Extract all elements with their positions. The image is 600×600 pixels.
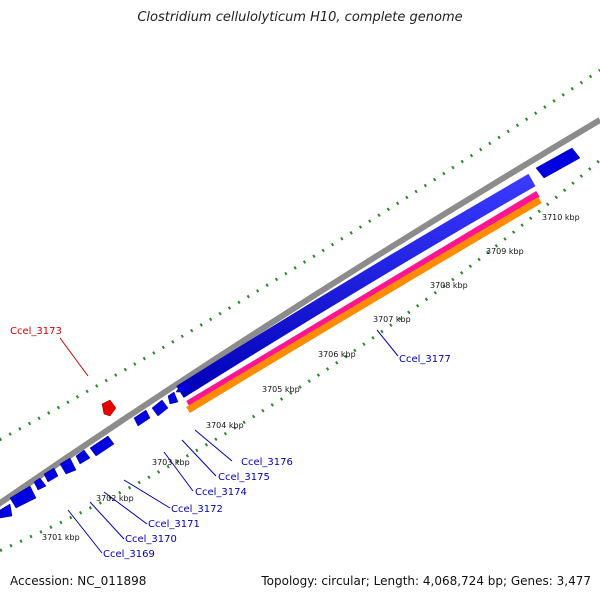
map-title: Clostridium cellulolyticum H10, complete… xyxy=(137,10,463,25)
leader-line-3174 xyxy=(163,451,194,492)
gene-arrow xyxy=(59,457,77,475)
gene-label-ccel-3170: Ccel_3170 xyxy=(125,534,177,545)
gene-arrow xyxy=(0,503,13,519)
leader-line-3173 xyxy=(59,337,89,377)
kbp-label-3708: 3708 kbp xyxy=(430,281,468,290)
kbp-label-3706: 3706 kbp xyxy=(318,350,356,359)
gene-track-forward xyxy=(176,173,536,398)
leader-line-3172 xyxy=(123,479,171,509)
leader-line-3171 xyxy=(103,491,148,525)
gene-label-ccel-3176: Ccel_3176 xyxy=(241,457,293,468)
gene-label-ccel-3169: Ccel_3169 xyxy=(103,549,155,560)
gene-label-ccel-3172: Ccel_3172 xyxy=(171,504,223,515)
kbp-label-3703: 3703 kbp xyxy=(152,458,190,467)
kbp-label-3709: 3709 kbp xyxy=(486,247,524,256)
kbp-label-3710: 3710 kbp xyxy=(542,213,580,222)
scale-labels: 3701 kbp 3702 kbp 3703 kbp 3704 kbp 3705… xyxy=(42,213,580,542)
kbp-label-3705: 3705 kbp xyxy=(262,385,300,394)
kbp-label-3702: 3702 kbp xyxy=(96,494,134,503)
gene-arrow xyxy=(535,147,581,179)
inner-tick-ring xyxy=(0,158,600,553)
gene-label-ccel-3173: Ccel_3173 xyxy=(10,326,62,337)
kbp-label-3701: 3701 kbp xyxy=(42,533,80,542)
kbp-label-3704: 3704 kbp xyxy=(206,421,244,430)
leader-line-3170 xyxy=(89,501,125,540)
leader-line-3177 xyxy=(376,329,399,357)
outer-tick-ring xyxy=(0,68,600,442)
gene-arrow xyxy=(167,391,179,405)
gene-track-magenta xyxy=(186,190,540,407)
leader-line-3175 xyxy=(181,439,217,477)
leader-line-3176 xyxy=(194,429,233,462)
genome-backbone xyxy=(0,117,600,507)
gene-arrow xyxy=(43,467,59,483)
gene-arrow xyxy=(9,485,37,509)
gene-arrow xyxy=(75,449,91,465)
gene-arrow xyxy=(133,409,151,427)
gene-arrow xyxy=(33,477,47,491)
gene-arrows xyxy=(0,147,581,519)
gene-label-ccel-3174: Ccel_3174 xyxy=(195,487,247,498)
gene-arrow-highlight xyxy=(101,399,117,417)
gene-label-ccel-3175: Ccel_3175 xyxy=(218,472,270,483)
gene-labels: Ccel_3173 Ccel_3177 Ccel_3176 Ccel_3175 … xyxy=(10,326,451,560)
gene-arrow xyxy=(89,435,115,457)
gene-label-ccel-3171: Ccel_3171 xyxy=(148,519,200,530)
gene-arrow xyxy=(151,399,169,417)
gene-label-ccel-3177: Ccel_3177 xyxy=(399,354,451,365)
kbp-label-3707: 3707 kbp xyxy=(373,315,411,324)
genome-summary-text: Topology: circular; Length: 4,068,724 bp… xyxy=(261,574,591,588)
gene-track-orange xyxy=(186,196,542,413)
gene-arrow xyxy=(175,379,191,393)
leader-line-3169 xyxy=(67,509,103,554)
gene-label-leaders xyxy=(59,329,399,554)
accession-text: Accession: NC_011898 xyxy=(10,574,147,588)
